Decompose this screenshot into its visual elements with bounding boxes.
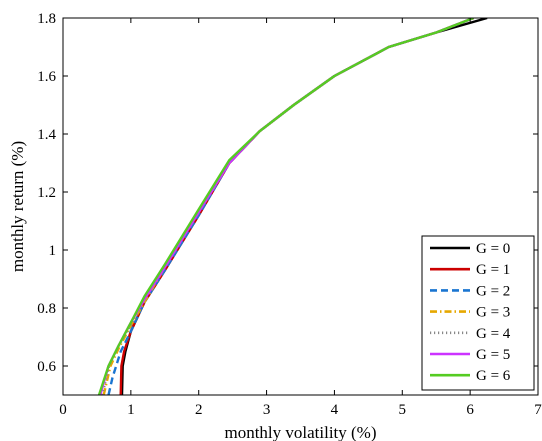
- legend: G = 0 G = 1 G = 2 G = 3 G = 4 G = 5 G = 6: [421, 235, 535, 391]
- x-tick-label: 5: [399, 402, 407, 418]
- series-line-g6: [97, 18, 474, 395]
- x-tick-label: 2: [195, 402, 203, 418]
- y-tick-label: 0.8: [37, 301, 56, 317]
- x-axis-title: monthly volatility (%): [224, 423, 376, 441]
- legend-label-g4: G = 4: [476, 326, 511, 342]
- legend-label-g6: G = 6: [476, 368, 511, 384]
- x-tick-label: 4: [331, 402, 339, 418]
- series-line-g5: [99, 18, 474, 395]
- y-tick-label: 1: [49, 243, 57, 259]
- y-tick-label: 1.6: [37, 69, 56, 85]
- legend-label-g5: G = 5: [476, 347, 510, 363]
- series-line-g2: [107, 18, 474, 395]
- legend-box: [421, 235, 535, 391]
- y-tick-label: 1.8: [37, 11, 56, 27]
- x-tick-label: 1: [127, 402, 135, 418]
- x-tick-label: 6: [466, 402, 474, 418]
- series-layer: [97, 18, 488, 395]
- x-tick-label: 3: [263, 402, 271, 418]
- x-tick-label: 0: [59, 402, 67, 418]
- y-axis-title: monthly return (%): [8, 141, 27, 272]
- series-line-g3: [102, 18, 474, 395]
- legend-label-g0: G = 0: [476, 241, 510, 257]
- y-tick-label: 1.4: [37, 127, 56, 143]
- legend-label-g3: G = 3: [476, 305, 510, 321]
- plot-frame: [62, 17, 539, 396]
- series-line-g1: [119, 18, 474, 395]
- x-tick-label: 7: [534, 402, 542, 418]
- y-tick-label: 0.6: [37, 359, 56, 375]
- legend-label-g2: G = 2: [476, 283, 510, 299]
- y-tick-label: 1.2: [37, 185, 56, 201]
- legend-label-g1: G = 1: [476, 262, 510, 278]
- axes-layer: 0 1 2 3 4 5 6 7 0.6 0.8 1 1.2 1.4 1.6 1.8: [37, 11, 542, 418]
- series-line-g4: [101, 18, 474, 395]
